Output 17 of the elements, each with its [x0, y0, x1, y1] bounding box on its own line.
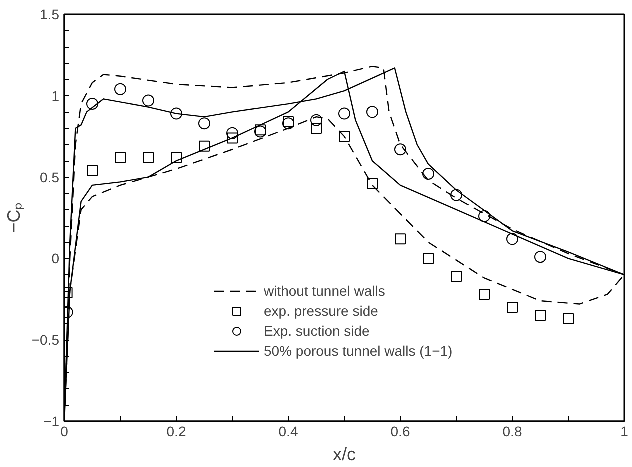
x-tick-label: 0.8 [502, 424, 522, 440]
y-tick-label: 0.5 [40, 169, 60, 186]
x-axis-title: x/c [333, 444, 356, 464]
y-tick-label: −1 [44, 414, 60, 430]
x-tick-label: 0.4 [278, 424, 298, 440]
y-tick-label: −0.5 [32, 332, 60, 348]
x-tick-label: 1 [620, 424, 629, 440]
legend-label: 50% porous tunnel walls (1−1) [264, 343, 453, 359]
legend-label: without tunnel walls [264, 283, 386, 299]
y-tick-label: 1 [52, 88, 60, 104]
y-tick-label: 1.5 [40, 6, 60, 22]
legend-label: Exp. suction side [264, 323, 370, 339]
y-axis-title: −Cₚ [4, 202, 25, 234]
x-tick-label: 0.2 [166, 424, 186, 440]
x-tick-label: 0.6 [390, 424, 410, 440]
legend-label: exp. pressure side [264, 303, 378, 319]
y-tick-label: 0 [52, 250, 60, 267]
